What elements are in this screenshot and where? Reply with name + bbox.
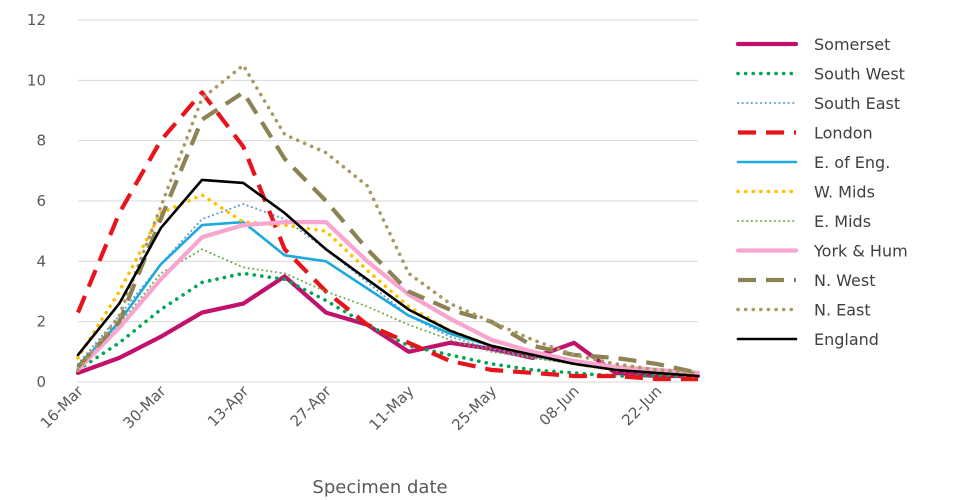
y-tick-label: 0 xyxy=(36,373,46,391)
x-axis-title: Specimen date xyxy=(312,477,447,498)
series-line-w-mids xyxy=(76,193,700,378)
y-tick-label: 10 xyxy=(27,71,46,89)
legend-label: South East xyxy=(814,94,900,113)
y-tick-label: 4 xyxy=(36,252,46,270)
y-tick-label: 12 xyxy=(27,11,46,29)
legend-label: N. East xyxy=(814,301,871,320)
series-line-e-of-eng xyxy=(76,220,700,375)
y-tick-label: 6 xyxy=(36,192,46,210)
series-line-york-hum xyxy=(75,220,701,375)
y-axis-ticks: 0 2 4 6 8 10 12 xyxy=(27,11,46,391)
series-line-n-east xyxy=(76,63,700,375)
series-line-england xyxy=(76,178,700,378)
series-line-london xyxy=(76,90,698,382)
series-line-e-mids xyxy=(77,248,699,377)
x-tick-label: 11-May xyxy=(366,382,418,434)
grid xyxy=(78,19,698,383)
series-line-somerset xyxy=(75,274,701,379)
legend-label: South West xyxy=(814,65,905,84)
legend-label: N. West xyxy=(814,271,875,290)
legend: Somerset South West South East London E. of … xyxy=(735,35,908,349)
legend-label: W. Mids xyxy=(814,183,875,202)
series-lines xyxy=(75,63,701,382)
legend-label: London xyxy=(814,124,873,143)
legend-label: E. Mids xyxy=(814,212,871,231)
series-line-south-west xyxy=(76,271,700,378)
legend-label: Somerset xyxy=(814,35,890,54)
series-line-n-west xyxy=(76,90,699,375)
legend-label: York & Hum xyxy=(813,242,908,261)
x-tick-label: 27-Apr xyxy=(287,382,336,431)
x-axis-ticks: 16-Mar 30-Mar 13-Apr 27-Apr 11-May 25-May 08-J… xyxy=(37,382,666,435)
x-tick-label: 30-Mar xyxy=(119,382,170,433)
legend-label: England xyxy=(814,330,879,349)
y-tick-label: 8 xyxy=(36,132,46,150)
x-tick-label: 22-Jun xyxy=(618,382,665,429)
y-tick-label: 2 xyxy=(36,313,46,331)
legend-label: E. of Eng. xyxy=(814,153,890,172)
series-line-south-east xyxy=(77,203,699,377)
x-tick-label: 08-Jun xyxy=(536,382,583,429)
x-tick-label: 25-May xyxy=(448,382,500,434)
x-tick-label: 13-Apr xyxy=(204,382,253,431)
